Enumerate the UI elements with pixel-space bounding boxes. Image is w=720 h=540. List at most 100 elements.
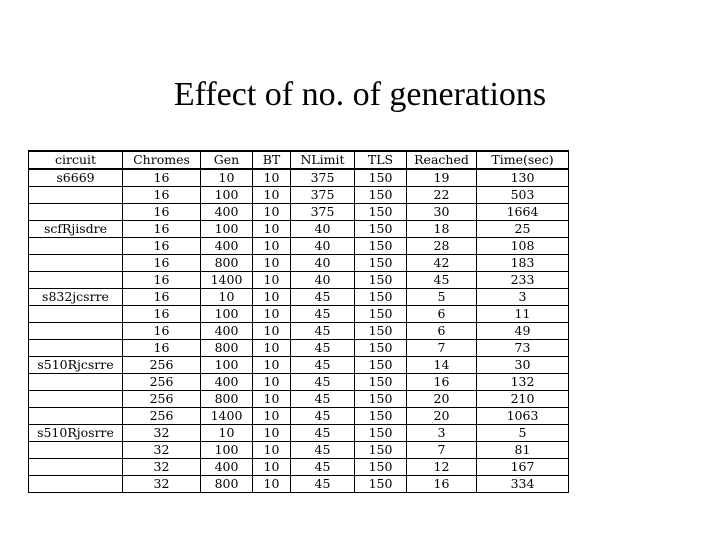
cell-bt: 10	[252, 186, 291, 204]
cell-bt: 10	[252, 271, 291, 289]
cell-reached: 7	[406, 441, 477, 459]
header-gen: Gen	[200, 150, 253, 170]
cell-reached: 30	[406, 203, 477, 221]
cell-bt: 10	[252, 220, 291, 238]
cell-circuit	[28, 322, 123, 340]
table-row: 32 800 10 45 150 16 334	[28, 475, 569, 493]
cell-time: 1063	[476, 407, 569, 425]
cell-chromes: 16	[122, 254, 201, 272]
table-row: s6669 16 10 10 375 150 19 130	[28, 168, 569, 187]
cell-gen: 10	[200, 168, 253, 187]
cell-nlimit: 45	[290, 373, 355, 391]
cell-bt: 10	[252, 373, 291, 391]
cell-bt: 10	[252, 441, 291, 459]
cell-tls: 150	[354, 237, 407, 255]
cell-nlimit: 45	[290, 322, 355, 340]
cell-time: 108	[476, 237, 569, 255]
cell-time: 130	[476, 168, 569, 187]
cell-gen: 800	[200, 254, 253, 272]
cell-chromes: 256	[122, 390, 201, 408]
cell-gen: 100	[200, 441, 253, 459]
cell-tls: 150	[354, 373, 407, 391]
cell-chromes: 256	[122, 356, 201, 374]
cell-gen: 10	[200, 424, 253, 442]
cell-reached: 20	[406, 390, 477, 408]
table-row: 16 400 10 45 150 6 49	[28, 322, 569, 340]
cell-time: 30	[476, 356, 569, 374]
cell-nlimit: 45	[290, 407, 355, 425]
cell-tls: 150	[354, 458, 407, 476]
table-row: 16 400 10 40 150 28 108	[28, 237, 569, 255]
cell-circuit	[28, 305, 123, 323]
cell-circuit	[28, 254, 123, 272]
cell-bt: 10	[252, 356, 291, 374]
cell-tls: 150	[354, 339, 407, 357]
header-tls: TLS	[354, 150, 407, 170]
cell-gen: 100	[200, 220, 253, 238]
cell-reached: 19	[406, 168, 477, 187]
cell-time: 132	[476, 373, 569, 391]
table-row: s832jcsrre 16 10 10 45 150 5 3	[28, 288, 569, 306]
cell-gen: 800	[200, 475, 253, 493]
results-table: circuit Chromes Gen BT NLimit TLS Reache…	[28, 150, 569, 493]
cell-gen: 100	[200, 305, 253, 323]
cell-circuit: scfRjisdre	[28, 220, 123, 238]
cell-chromes: 16	[122, 186, 201, 204]
cell-reached: 16	[406, 373, 477, 391]
cell-time: 25	[476, 220, 569, 238]
cell-circuit	[28, 186, 123, 204]
cell-reached: 7	[406, 339, 477, 357]
cell-nlimit: 40	[290, 237, 355, 255]
cell-reached: 20	[406, 407, 477, 425]
cell-nlimit: 45	[290, 288, 355, 306]
cell-chromes: 32	[122, 441, 201, 459]
cell-nlimit: 45	[290, 390, 355, 408]
table-row: 16 1400 10 40 150 45 233	[28, 271, 569, 289]
cell-gen: 10	[200, 288, 253, 306]
cell-nlimit: 45	[290, 339, 355, 357]
cell-chromes: 32	[122, 475, 201, 493]
cell-time: 11	[476, 305, 569, 323]
cell-time: 210	[476, 390, 569, 408]
cell-time: 73	[476, 339, 569, 357]
table-row: 256 1400 10 45 150 20 1063	[28, 407, 569, 425]
cell-chromes: 16	[122, 220, 201, 238]
cell-reached: 5	[406, 288, 477, 306]
cell-time: 503	[476, 186, 569, 204]
cell-tls: 150	[354, 475, 407, 493]
table-row: 32 100 10 45 150 7 81	[28, 441, 569, 459]
cell-circuit	[28, 407, 123, 425]
cell-circuit: s6669	[28, 168, 123, 187]
header-circuit: circuit	[28, 150, 123, 170]
cell-gen: 1400	[200, 271, 253, 289]
cell-tls: 150	[354, 220, 407, 238]
cell-bt: 10	[252, 475, 291, 493]
cell-nlimit: 40	[290, 254, 355, 272]
table-row: 16 800 10 40 150 42 183	[28, 254, 569, 272]
cell-time: 81	[476, 441, 569, 459]
header-bt: BT	[252, 150, 291, 170]
table-body: s6669 16 10 10 375 150 19 130 16 100 10 375 150 22 503…	[28, 168, 569, 493]
cell-bt: 10	[252, 458, 291, 476]
cell-circuit	[28, 339, 123, 357]
cell-bt: 10	[252, 254, 291, 272]
cell-tls: 150	[354, 186, 407, 204]
cell-circuit: s510Rjcsrre	[28, 356, 123, 374]
cell-nlimit: 375	[290, 203, 355, 221]
cell-tls: 150	[354, 424, 407, 442]
cell-bt: 10	[252, 390, 291, 408]
cell-time: 3	[476, 288, 569, 306]
cell-reached: 6	[406, 305, 477, 323]
cell-bt: 10	[252, 305, 291, 323]
cell-nlimit: 45	[290, 356, 355, 374]
cell-nlimit: 40	[290, 220, 355, 238]
cell-reached: 42	[406, 254, 477, 272]
cell-tls: 150	[354, 390, 407, 408]
cell-gen: 400	[200, 322, 253, 340]
cell-circuit	[28, 271, 123, 289]
cell-gen: 400	[200, 237, 253, 255]
cell-tls: 150	[354, 356, 407, 374]
cell-chromes: 16	[122, 322, 201, 340]
table-header-row: circuit Chromes Gen BT NLimit TLS Reache…	[28, 150, 569, 170]
cell-reached: 12	[406, 458, 477, 476]
